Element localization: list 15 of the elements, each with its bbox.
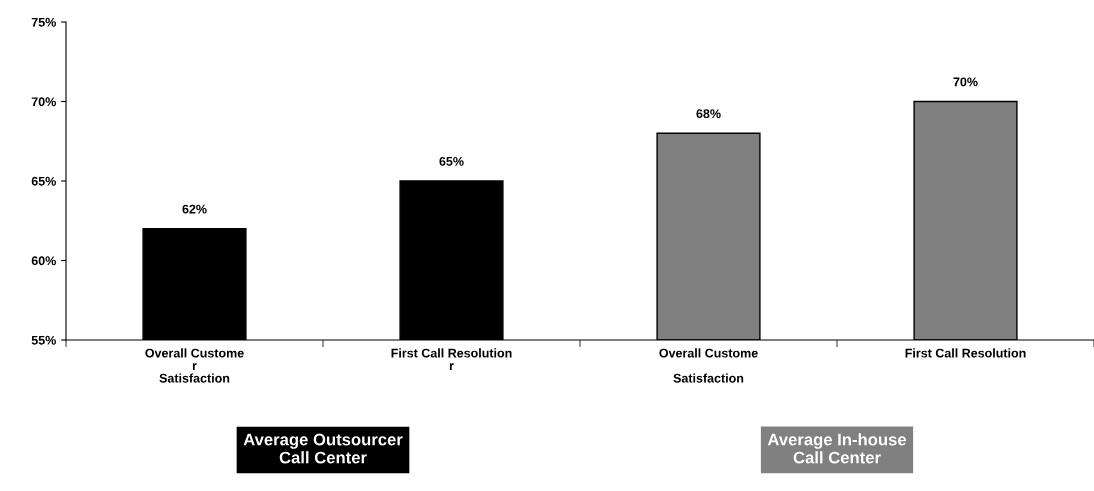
data-label: 62%	[182, 204, 207, 214]
data-label: 70%	[953, 77, 978, 87]
y-tick-label: 75%	[31, 17, 56, 27]
x-tick-label: First Call Resolution r	[391, 348, 512, 370]
text: Average Outsourcer Call Center	[243, 433, 403, 464]
y-tick-label: 60%	[31, 256, 56, 266]
data-label: 65%	[439, 156, 464, 166]
y-tick-label: 55%	[31, 335, 56, 345]
y-tick-label: 70%	[31, 97, 56, 107]
text: Average In-house Call Center	[767, 433, 907, 464]
category-label: Overall Custome Satisfaction	[659, 348, 758, 383]
x-tick-label: First Call Resolution	[905, 348, 1026, 358]
data-label: 68%	[696, 109, 721, 119]
y-tick-label: 65%	[31, 176, 56, 186]
x-tick-label: Overall Custome r Satisfaction	[145, 348, 244, 383]
